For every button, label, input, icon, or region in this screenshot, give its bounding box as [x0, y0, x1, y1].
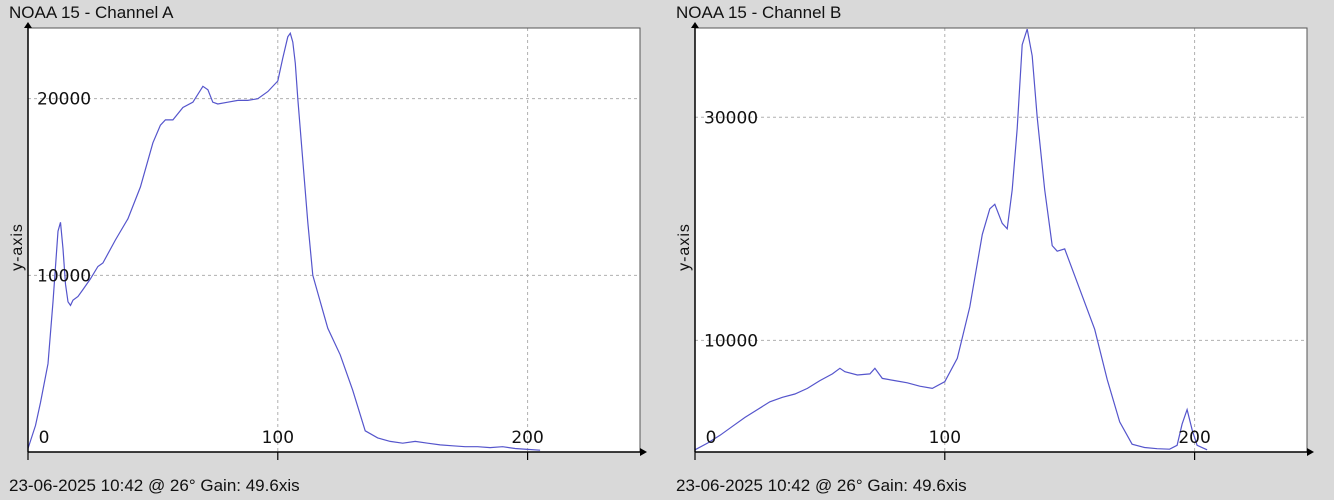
y-tick-label: 20000 [37, 90, 91, 110]
chart-panel-channel-b: NOAA 15 - Channel B y-axis 0 100 200 10000 3… [667, 0, 1334, 500]
y-tick-label: 10000 [37, 266, 91, 286]
x-axis-arrow [640, 448, 647, 456]
y-axis-arrow [24, 22, 32, 28]
chart-plot-channel-a: 0 100 200 10000 20000 [24, 22, 647, 460]
series-line [694, 28, 1208, 451]
chart-title: NOAA 15 - Channel B [676, 3, 842, 22]
x-axis-arrow [1307, 448, 1314, 456]
x-tick-label: 100 [929, 428, 961, 448]
chart-footer: 23-06-2025 10:42 @ 26° Gain: 49.6xis [9, 476, 300, 496]
plot-background [695, 28, 1307, 452]
chart-panel-channel-a: NOAA 15 - Channel A y-axis 0 100 200 10000 2… [9, 3, 647, 496]
y-tick-label: 10000 [704, 331, 758, 351]
chart-title: NOAA 15 - Channel A [9, 3, 174, 22]
footer-suffix: xis [945, 476, 967, 495]
x-tick-label: 0 [706, 428, 717, 448]
footer-text: 23-06-2025 10:42 @ 26° Gain: 49.6 [9, 476, 279, 495]
plot-background [28, 28, 640, 452]
chart-plot-channel-b: 0 100 200 10000 30000 [691, 22, 1314, 460]
x-tick-label: 100 [262, 428, 294, 448]
footer-suffix: xis [278, 476, 300, 495]
y-axis-arrow [691, 22, 699, 28]
footer-text: 23-06-2025 10:42 @ 26° Gain: 49.6 [676, 476, 946, 495]
chart-footer: 23-06-2025 10:42 @ 26° Gain: 49.6xis [676, 476, 967, 496]
x-tick-label: 200 [511, 428, 543, 448]
x-tick-label: 0 [39, 428, 50, 448]
series-line [27, 31, 541, 451]
y-tick-label: 30000 [704, 108, 758, 128]
x-tick-label: 200 [1178, 428, 1210, 448]
